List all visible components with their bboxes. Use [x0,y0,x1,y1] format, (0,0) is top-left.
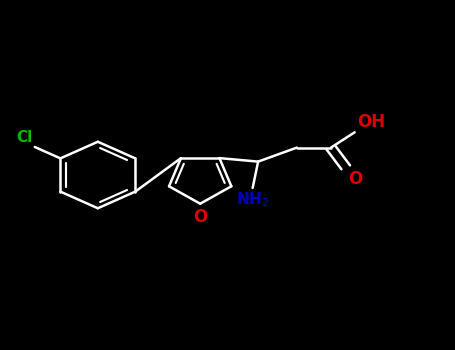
Text: O: O [348,170,362,188]
Text: Cl: Cl [16,130,32,145]
Text: OH: OH [357,113,385,131]
Text: O: O [193,208,207,226]
Text: NH$_2$: NH$_2$ [236,191,269,209]
